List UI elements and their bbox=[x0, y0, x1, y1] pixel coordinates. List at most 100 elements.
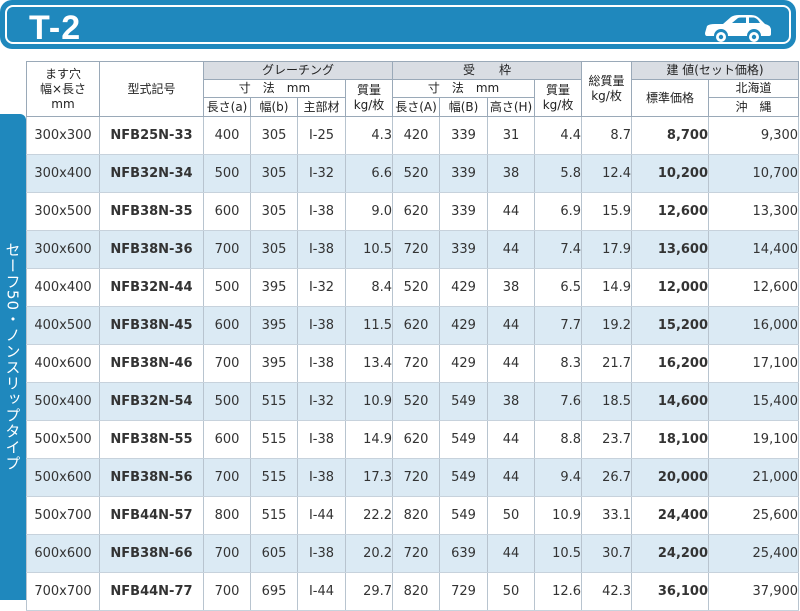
cell-standard-price: 8,700 bbox=[631, 116, 710, 155]
cell-model: NFB44N-77 bbox=[99, 572, 204, 611]
cell-f-weight: 6.5 bbox=[534, 268, 583, 307]
cell-g-length: 700 bbox=[203, 230, 251, 269]
cell-g-main: I-32 bbox=[297, 154, 346, 193]
cell-g-width: 695 bbox=[250, 572, 298, 611]
cell-f-height: 44 bbox=[487, 192, 536, 231]
cell-g-length: 400 bbox=[203, 116, 251, 155]
cell-f-height: 44 bbox=[487, 420, 536, 459]
cell-g-weight: 8.4 bbox=[344, 268, 394, 307]
cell-f-length: 420 bbox=[392, 116, 441, 155]
cell-f-height: 44 bbox=[487, 458, 536, 497]
cell-hokkaido-price: 12,600 bbox=[708, 268, 800, 307]
col-frame-weight: 質量 kg/枚 bbox=[534, 79, 583, 117]
cell-g-weight: 10.9 bbox=[344, 382, 394, 421]
table-row: 300x600 NFB38N-36 700 305 I-38 10.5 720 … bbox=[26, 230, 800, 269]
cell-model: NFB38N-35 bbox=[99, 192, 204, 231]
cell-opening: 500x700 bbox=[26, 496, 100, 535]
cell-g-width: 605 bbox=[250, 534, 298, 573]
cell-g-main: I-38 bbox=[297, 230, 346, 269]
cell-f-width: 339 bbox=[439, 116, 489, 155]
title-banner: T-2 bbox=[2, 2, 794, 47]
cell-opening: 300x500 bbox=[26, 192, 100, 231]
cell-g-width: 515 bbox=[250, 496, 298, 535]
cell-f-length: 720 bbox=[392, 344, 441, 383]
col-f-width: 幅(B) bbox=[439, 97, 489, 117]
col-frame-dim: 寸 法 mm bbox=[392, 79, 536, 98]
title-banner-frame: T-2 bbox=[5, 5, 791, 47]
cell-f-width: 549 bbox=[439, 496, 489, 535]
cell-g-main: I-32 bbox=[297, 268, 346, 307]
cell-total-weight: 8.7 bbox=[581, 116, 633, 155]
cell-opening: 500x400 bbox=[26, 382, 100, 421]
cell-f-length: 620 bbox=[392, 306, 441, 345]
car-icon bbox=[705, 15, 771, 42]
cell-f-width: 729 bbox=[439, 572, 489, 611]
col-frame: 受 枠 bbox=[392, 61, 583, 80]
col-model: 型式記号 bbox=[99, 61, 204, 117]
cell-g-length: 500 bbox=[203, 268, 251, 307]
cell-f-height: 44 bbox=[487, 306, 536, 345]
cell-f-height: 50 bbox=[487, 496, 536, 535]
cell-f-width: 429 bbox=[439, 306, 489, 345]
cell-f-weight: 4.4 bbox=[534, 116, 583, 155]
cell-hokkaido-price: 19,100 bbox=[708, 420, 800, 459]
table-row: 700x700 NFB44N-77 700 695 I-44 29.7 820 … bbox=[26, 572, 800, 611]
cell-g-width: 305 bbox=[250, 116, 298, 155]
cell-total-weight: 12.4 bbox=[581, 154, 633, 193]
cell-model: NFB44N-57 bbox=[99, 496, 204, 535]
col-standard-price: 標準価格 bbox=[631, 79, 710, 117]
cell-f-length: 720 bbox=[392, 534, 441, 573]
cell-opening: 700x700 bbox=[26, 572, 100, 611]
col-opening-line2: 幅×長さ bbox=[39, 81, 87, 96]
col-total-line1: 総質量 bbox=[588, 74, 625, 88]
cell-g-main: I-25 bbox=[297, 116, 346, 155]
cell-g-length: 600 bbox=[203, 306, 251, 345]
col-frame-weight-line2: kg/枚 bbox=[542, 98, 574, 112]
table-row: 500x600 NFB38N-56 700 515 I-38 17.3 720 … bbox=[26, 458, 800, 497]
cell-f-width: 339 bbox=[439, 192, 489, 231]
cell-opening: 400x600 bbox=[26, 344, 100, 383]
cell-hokkaido-price: 25,400 bbox=[708, 534, 800, 573]
cell-hokkaido-price: 9,300 bbox=[708, 116, 800, 155]
cell-f-height: 44 bbox=[487, 344, 536, 383]
cell-f-width: 549 bbox=[439, 420, 489, 459]
page-title: T-2 bbox=[29, 9, 82, 47]
cell-total-weight: 19.2 bbox=[581, 306, 633, 345]
cell-g-width: 515 bbox=[250, 420, 298, 459]
cell-total-weight: 33.1 bbox=[581, 496, 633, 535]
cell-standard-price: 18,100 bbox=[631, 420, 710, 459]
cell-f-length: 520 bbox=[392, 268, 441, 307]
cell-opening: 400x400 bbox=[26, 268, 100, 307]
cell-total-weight: 14.9 bbox=[581, 268, 633, 307]
col-g-length: 長さ(a) bbox=[203, 97, 251, 117]
table-row: 300x400 NFB32N-34 500 305 I-32 6.6 520 3… bbox=[26, 154, 800, 193]
cell-g-main: I-38 bbox=[297, 192, 346, 231]
cell-standard-price: 24,200 bbox=[631, 534, 710, 573]
cell-opening: 300x600 bbox=[26, 230, 100, 269]
cell-f-length: 620 bbox=[392, 420, 441, 459]
cell-f-height: 44 bbox=[487, 534, 536, 573]
cell-f-length: 620 bbox=[392, 192, 441, 231]
col-okinawa: 沖 縄 bbox=[708, 97, 800, 117]
cell-g-weight: 4.3 bbox=[344, 116, 394, 155]
cell-g-main: I-38 bbox=[297, 534, 346, 573]
table-row: 500x700 NFB44N-57 800 515 I-44 22.2 820 … bbox=[26, 496, 800, 535]
cell-g-main: I-44 bbox=[297, 572, 346, 611]
cell-f-width: 339 bbox=[439, 154, 489, 193]
col-price: 建 値(セット価格) bbox=[631, 61, 800, 80]
cell-total-weight: 18.5 bbox=[581, 382, 633, 421]
cell-g-length: 500 bbox=[203, 154, 251, 193]
cell-standard-price: 15,200 bbox=[631, 306, 710, 345]
cell-g-length: 600 bbox=[203, 192, 251, 231]
cell-model: NFB32N-54 bbox=[99, 382, 204, 421]
cell-g-length: 500 bbox=[203, 382, 251, 421]
cell-model: NFB38N-46 bbox=[99, 344, 204, 383]
cell-opening: 300x400 bbox=[26, 154, 100, 193]
cell-f-weight: 10.5 bbox=[534, 534, 583, 573]
cell-total-weight: 21.7 bbox=[581, 344, 633, 383]
cell-standard-price: 20,000 bbox=[631, 458, 710, 497]
table-row: 500x500 NFB38N-55 600 515 I-38 14.9 620 … bbox=[26, 420, 800, 459]
cell-g-weight: 13.4 bbox=[344, 344, 394, 383]
cell-f-weight: 7.6 bbox=[534, 382, 583, 421]
cell-g-weight: 10.5 bbox=[344, 230, 394, 269]
